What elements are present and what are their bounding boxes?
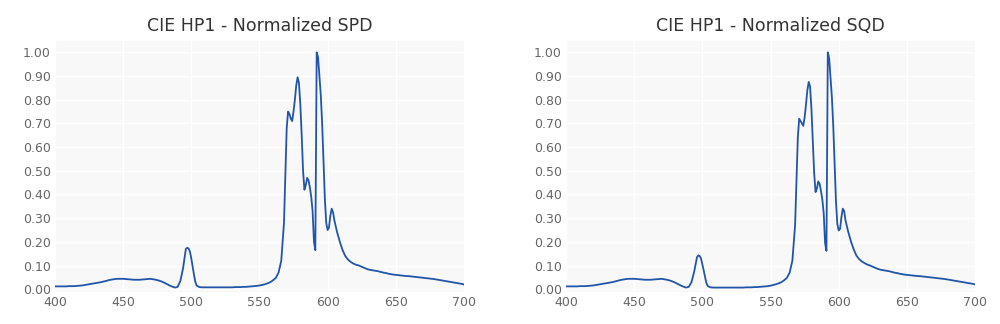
Title: CIE HP1 - Normalized SQD: CIE HP1 - Normalized SQD [656,17,885,35]
Title: CIE HP1 - Normalized SPD: CIE HP1 - Normalized SPD [147,17,372,35]
